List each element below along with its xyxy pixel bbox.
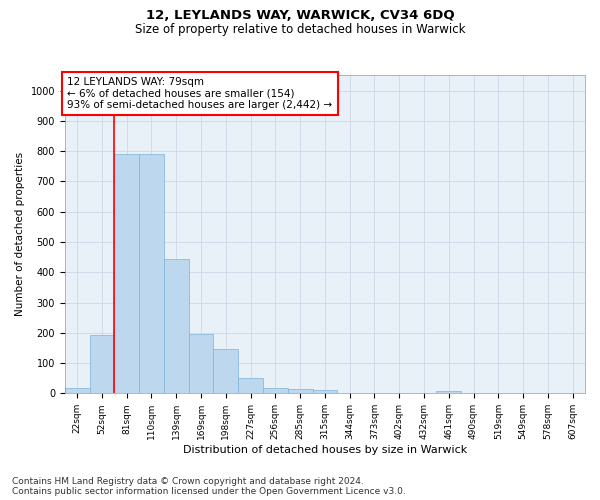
Bar	[214, 350, 238, 394]
Text: 12 LEYLANDS WAY: 79sqm
← 6% of detached houses are smaller (154)
93% of semi-det: 12 LEYLANDS WAY: 79sqm ← 6% of detached …	[67, 77, 332, 110]
Y-axis label: Number of detached properties: Number of detached properties	[15, 152, 25, 316]
Bar	[288, 389, 313, 394]
Bar	[313, 390, 337, 394]
X-axis label: Distribution of detached houses by size in Warwick: Distribution of detached houses by size …	[183, 445, 467, 455]
Bar	[436, 390, 461, 394]
Bar	[164, 259, 188, 394]
Bar	[263, 388, 288, 394]
Bar	[65, 388, 89, 394]
Bar	[89, 335, 115, 394]
Text: Size of property relative to detached houses in Warwick: Size of property relative to detached ho…	[135, 22, 465, 36]
Bar	[238, 378, 263, 394]
Text: 12, LEYLANDS WAY, WARWICK, CV34 6DQ: 12, LEYLANDS WAY, WARWICK, CV34 6DQ	[146, 9, 454, 22]
Bar	[188, 334, 214, 394]
Bar	[115, 154, 139, 394]
Text: Contains HM Land Registry data © Crown copyright and database right 2024.
Contai: Contains HM Land Registry data © Crown c…	[12, 476, 406, 496]
Bar	[139, 154, 164, 394]
